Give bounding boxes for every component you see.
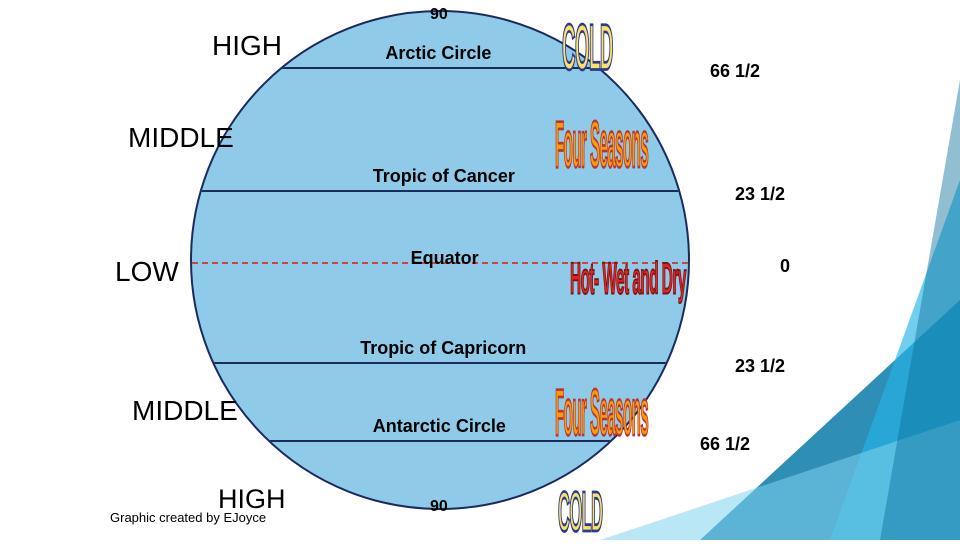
deg-capricorn: 23 1/2 — [735, 356, 785, 377]
lat-line-arctic — [192, 67, 688, 69]
wordart-cold-bot: COLD — [558, 482, 603, 546]
label-capricorn: Tropic of Capricorn — [360, 338, 526, 359]
deg-cancer: 23 1/2 — [735, 184, 785, 205]
wordart-seasons-bot: Four Seasons — [555, 378, 648, 453]
lat-line-capricorn — [192, 362, 688, 364]
zone-high-top: HIGH — [212, 30, 282, 62]
wordart-seasons-top: Four Seasons — [555, 110, 648, 185]
graphic-credit: Graphic created by EJoyce — [110, 510, 266, 525]
zone-middle-bot: MIDDLE — [132, 395, 238, 427]
wordart-hot: Hot- Wet and Dry — [570, 253, 686, 304]
deg-equator: 0 — [780, 256, 790, 277]
label-antarctic: Antarctic Circle — [373, 416, 506, 437]
south-pole-deg: 90 — [430, 498, 448, 516]
deg-antarctic: 66 1/2 — [700, 434, 750, 455]
north-pole-deg: 90 — [430, 6, 448, 24]
zone-low: LOW — [115, 256, 179, 288]
lat-line-cancer — [192, 190, 688, 192]
deg-arctic: 66 1/2 — [710, 61, 760, 82]
label-cancer: Tropic of Cancer — [373, 166, 515, 187]
wordart-cold-top: COLD — [562, 12, 613, 86]
label-equator: Equator — [411, 248, 479, 269]
label-arctic: Arctic Circle — [385, 43, 491, 64]
zone-middle-top: MIDDLE — [128, 122, 234, 154]
